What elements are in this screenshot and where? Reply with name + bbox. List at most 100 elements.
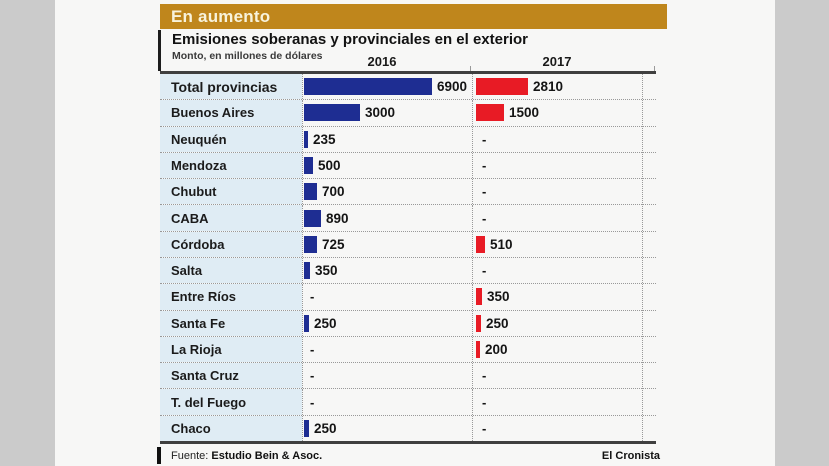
chart-subtitle: Monto, en millones de dólares: [172, 50, 323, 62]
value-cell-2016: 700: [302, 179, 472, 205]
row-label: CABA: [160, 205, 302, 231]
table-body: Total provincias 6900 2810 Buenos Aires 3000…: [160, 74, 656, 441]
table-row: Mendoza 500 -: [160, 152, 656, 180]
value-label: 1500: [509, 105, 540, 121]
value-cell-2016: 6900: [302, 74, 472, 100]
value-cell-2016: -: [302, 284, 472, 310]
row-label: Chaco: [160, 415, 302, 441]
no-value-dash: -: [482, 263, 487, 279]
bar-2016: [304, 209, 321, 227]
column-header-2017: 2017: [542, 54, 572, 69]
value-label: 700: [322, 184, 345, 200]
table-row: Neuquén 235 -: [160, 126, 656, 153]
bar-2016: [304, 235, 317, 253]
no-value-dash: -: [310, 341, 315, 357]
value-cell-2016: 725: [302, 231, 472, 257]
table-row: Chaco 250 -: [160, 415, 656, 441]
no-value-dash: -: [310, 289, 315, 305]
value-cell-2016: -: [302, 336, 472, 363]
value-label: 250: [486, 315, 509, 331]
bar-2016: [304, 419, 309, 437]
row-label: Chubut: [160, 179, 302, 205]
source-name: Estudio Bein & Asoc.: [211, 450, 323, 462]
table-row: Chubut 700 -: [160, 179, 656, 206]
value-cell-2016: 350: [302, 257, 472, 284]
value-label: 725: [322, 236, 345, 252]
row-label: Salta: [160, 257, 302, 284]
source-label: Fuente:: [171, 450, 209, 462]
bar-2017: [476, 78, 528, 96]
bar-2016: [304, 78, 432, 96]
row-label: T. del Fuego: [160, 389, 302, 415]
value-label: 6900: [437, 79, 468, 95]
bar-2017: [476, 314, 481, 332]
no-value-dash: -: [482, 210, 487, 226]
bar-2016: [304, 130, 308, 148]
value-cell-2016: -: [302, 389, 472, 415]
no-value-dash: -: [482, 420, 487, 436]
value-label: 250: [314, 315, 337, 331]
bar-2016: [304, 156, 313, 174]
value-cell-2016: 3000: [302, 100, 472, 126]
column-header-2016: 2016: [367, 54, 397, 69]
value-cell-2017: 1500: [472, 100, 656, 126]
no-value-dash: -: [310, 394, 315, 410]
row-label: Santa Fe: [160, 310, 302, 336]
table-bottom-rule: [160, 441, 656, 444]
value-label: 890: [326, 210, 349, 226]
value-cell-2016: 250: [302, 415, 472, 441]
value-cell-2017: 2810: [472, 74, 656, 100]
row-label: Total provincias: [160, 74, 302, 100]
kicker-banner: En aumento: [160, 4, 667, 29]
table-row: CABA 890 -: [160, 205, 656, 232]
table-row: Santa Fe 250 250: [160, 310, 656, 337]
bar-2016: [304, 183, 317, 201]
no-value-dash: -: [482, 184, 487, 200]
bar-2017: [476, 235, 485, 253]
row-label: Córdoba: [160, 231, 302, 257]
table-row: Salta 350 -: [160, 257, 656, 285]
source-line: Fuente: Estudio Bein & Asoc.: [171, 450, 322, 462]
no-value-dash: -: [482, 394, 487, 410]
table-row: Santa Cruz - -: [160, 363, 656, 390]
value-cell-2016: 250: [302, 310, 472, 336]
value-cell-2017: 510: [472, 231, 656, 257]
no-value-dash: -: [310, 368, 315, 384]
bar-2016: [304, 262, 310, 280]
value-label: 200: [485, 341, 508, 357]
bar-2016: [304, 104, 360, 122]
no-value-dash: -: [482, 368, 487, 384]
no-value-dash: -: [482, 131, 487, 147]
value-cell-2017: -: [472, 415, 656, 441]
axis-tick: [654, 66, 655, 71]
value-label: 250: [314, 420, 337, 436]
row-label: Neuquén: [160, 126, 302, 152]
value-cell-2017: 350: [472, 284, 656, 310]
value-cell-2017: -: [472, 205, 656, 231]
table-top-rule: [160, 71, 656, 74]
value-cell-2017: -: [472, 257, 656, 284]
row-label: La Rioja: [160, 336, 302, 363]
row-label: Santa Cruz: [160, 363, 302, 389]
value-cell-2016: 500: [302, 152, 472, 179]
value-cell-2016: -: [302, 363, 472, 389]
value-label: 2810: [533, 79, 564, 95]
table-row: La Rioja - 200: [160, 336, 656, 364]
left-accent-rule: [158, 30, 161, 71]
table-row: Córdoba 725 510: [160, 231, 656, 258]
table-row: Total provincias 6900 2810: [160, 74, 656, 101]
axis-tick: [470, 66, 471, 71]
value-label: 235: [313, 131, 336, 147]
value-cell-2017: -: [472, 179, 656, 205]
no-value-dash: -: [482, 157, 487, 173]
bar-2017: [476, 104, 504, 122]
value-cell-2017: -: [472, 126, 656, 152]
row-label: Mendoza: [160, 152, 302, 179]
table-row: Entre Ríos - 350: [160, 284, 656, 311]
column-divider-line: [642, 74, 643, 441]
bar-2017: [476, 340, 480, 358]
value-cell-2017: -: [472, 389, 656, 415]
value-label: 510: [490, 236, 513, 252]
value-label: 350: [487, 289, 510, 305]
